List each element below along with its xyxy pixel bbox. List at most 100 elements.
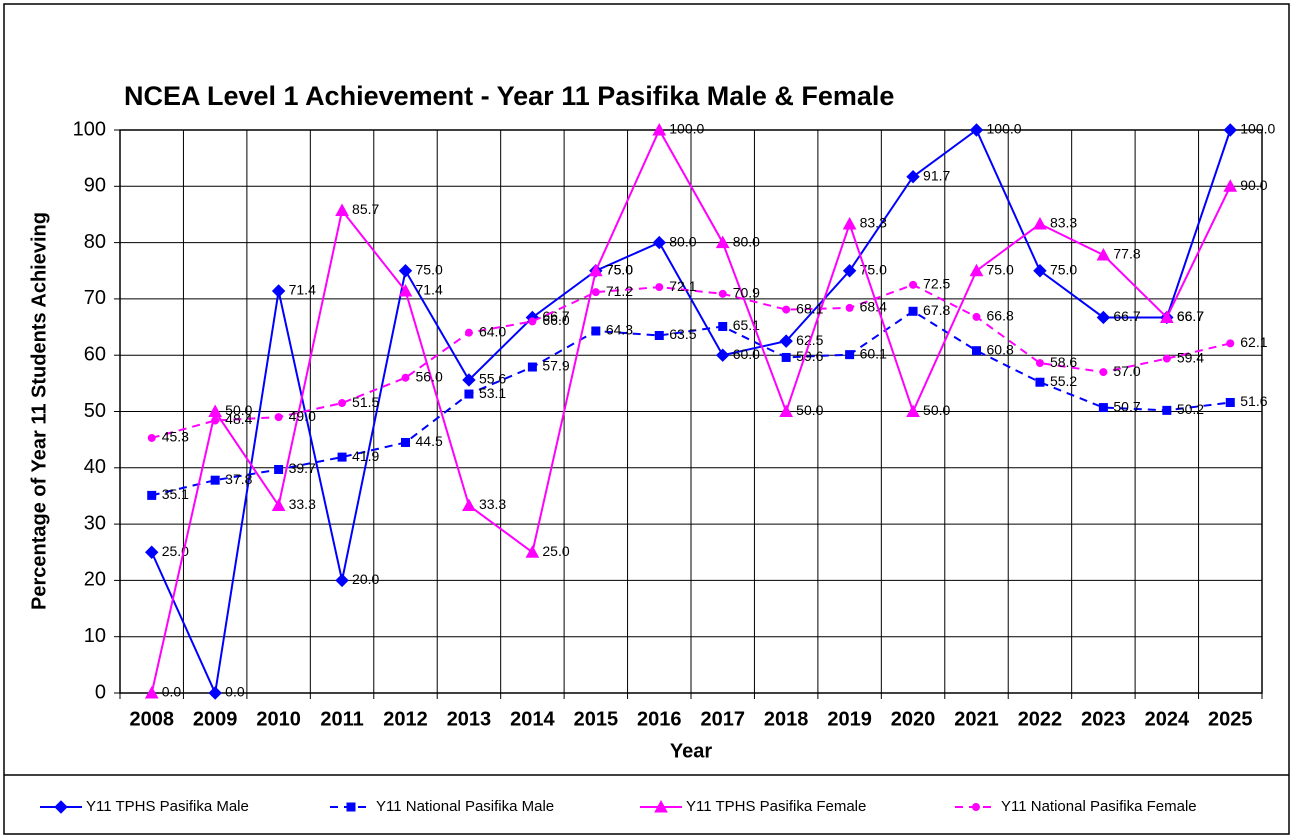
series-line — [151, 283, 1231, 439]
legend-marker — [54, 800, 68, 814]
data-label: 63.5 — [669, 326, 696, 342]
y-tick-label: 30 — [84, 512, 106, 534]
x-tick-label: 2018 — [764, 708, 809, 730]
data-label: 67.8 — [923, 302, 950, 318]
x-tick-label: 2022 — [1018, 708, 1063, 730]
data-point — [779, 334, 793, 348]
data-label: 0.0 — [225, 684, 245, 700]
data-label: 51.6 — [1240, 393, 1267, 409]
y-tick-label: 90 — [84, 175, 106, 197]
data-point — [1162, 405, 1172, 415]
data-label: 50.2 — [1177, 401, 1204, 417]
data-label: 66.8 — [987, 308, 1014, 324]
x-tick-label: 2009 — [193, 708, 238, 730]
data-point — [1226, 339, 1235, 348]
data-label: 80.0 — [733, 233, 760, 249]
chart-title: NCEA Level 1 Achievement - Year 11 Pasif… — [124, 81, 894, 111]
data-label: 50.0 — [923, 402, 950, 418]
legend-marker — [972, 803, 980, 811]
data-label: 49.0 — [289, 408, 316, 424]
data-point — [845, 350, 855, 360]
data-point — [1096, 247, 1111, 261]
data-label: 59.6 — [796, 348, 823, 364]
y-tick-label: 10 — [84, 625, 106, 647]
data-point — [211, 416, 220, 425]
data-label: 100.0 — [1240, 121, 1275, 137]
data-point — [1035, 359, 1044, 368]
data-label: 70.9 — [733, 285, 760, 301]
data-point — [274, 413, 283, 422]
data-point — [842, 216, 857, 230]
data-point — [525, 545, 540, 558]
data-label: 100.0 — [987, 121, 1022, 137]
data-point — [208, 686, 222, 700]
data-label: 33.3 — [289, 496, 316, 512]
data-label: 53.1 — [479, 385, 506, 401]
data-point — [715, 235, 730, 249]
data-label: 56.0 — [416, 368, 443, 384]
data-label: 35.1 — [162, 486, 189, 502]
data-point — [1162, 354, 1171, 363]
data-point — [716, 348, 730, 362]
data-point — [588, 263, 603, 277]
data-point — [271, 498, 286, 512]
data-label: 75.0 — [606, 261, 633, 277]
data-label: 75.0 — [987, 261, 1014, 277]
y-tick-label: 60 — [84, 343, 106, 365]
data-point — [781, 352, 791, 362]
data-label: 60.0 — [733, 346, 760, 362]
y-tick-label: 50 — [84, 400, 106, 422]
data-label: 64.0 — [479, 323, 506, 339]
data-point — [335, 573, 349, 588]
data-label: 44.5 — [416, 433, 443, 449]
data-point — [464, 328, 473, 337]
data-label: 55.6 — [479, 371, 506, 387]
data-label: 39.7 — [289, 460, 316, 476]
x-tick-label: 2016 — [637, 708, 682, 730]
data-point — [972, 312, 981, 321]
data-point — [972, 346, 981, 356]
x-tick-label: 2023 — [1081, 708, 1126, 730]
x-tick-label: 2010 — [256, 708, 301, 730]
data-point — [1223, 123, 1237, 137]
data-point — [1035, 377, 1045, 387]
data-point — [528, 317, 537, 326]
data-point — [908, 306, 918, 316]
data-point — [655, 283, 664, 292]
data-point — [969, 263, 984, 277]
data-point — [652, 122, 667, 136]
data-label: 75.0 — [1050, 261, 1077, 277]
data-label: 59.4 — [1177, 349, 1204, 365]
data-label: 57.0 — [1113, 363, 1140, 379]
data-label: 77.8 — [1113, 246, 1140, 262]
data-label: 68.1 — [796, 300, 823, 316]
data-point — [335, 203, 349, 217]
data-point — [398, 264, 413, 278]
data-point — [1033, 216, 1047, 230]
data-point — [208, 404, 223, 417]
data-label: 33.3 — [479, 496, 506, 512]
x-tick-label: 2020 — [891, 708, 936, 730]
data-label: 90.0 — [1240, 177, 1267, 193]
series-line — [151, 310, 1231, 497]
data-label: 0.0 — [162, 684, 182, 700]
data-point — [654, 330, 664, 340]
data-point — [1096, 310, 1111, 325]
data-point — [718, 321, 728, 331]
data-label: 20.0 — [352, 571, 379, 587]
data-label: 60.1 — [860, 345, 887, 361]
data-label: 83.3 — [860, 215, 887, 231]
x-tick-label: 2011 — [320, 708, 363, 730]
data-point — [398, 283, 413, 297]
x-tick-label: 2008 — [129, 708, 174, 730]
data-label: 60.8 — [987, 341, 1014, 357]
data-point — [464, 389, 474, 399]
data-label: 72.1 — [669, 278, 696, 294]
data-label: 50.0 — [225, 402, 252, 418]
data-point — [591, 288, 600, 297]
data-point — [274, 464, 284, 474]
data-point — [782, 305, 791, 314]
y-tick-label: 0 — [95, 681, 106, 703]
series-line — [150, 128, 1232, 697]
